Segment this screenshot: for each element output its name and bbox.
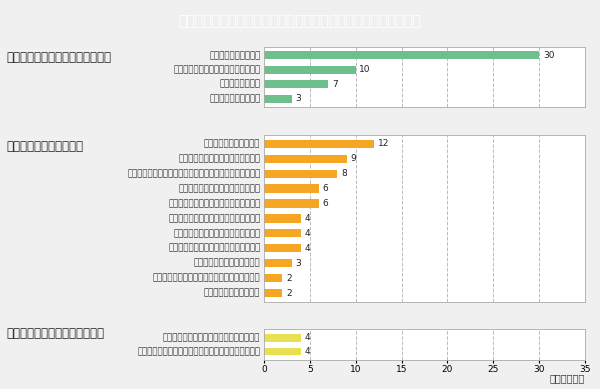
Bar bbox=[264, 348, 301, 355]
Bar bbox=[264, 229, 301, 238]
Text: 4: 4 bbox=[304, 333, 310, 342]
Bar bbox=[264, 81, 328, 88]
Bar bbox=[264, 259, 292, 267]
Bar bbox=[264, 155, 347, 163]
Text: 優先させるべき防災対応についての助言: 優先させるべき防災対応についての助言 bbox=[168, 214, 260, 223]
Text: 防災訓練実施への支援: 防災訓練実施への支援 bbox=[209, 94, 260, 103]
Text: 警戒区域の設定等の規制についての助言: 警戒区域の設定等の規制についての助言 bbox=[168, 244, 260, 253]
Text: 物資の調達及び管理・分配方法についての助言: 物資の調達及び管理・分配方法についての助言 bbox=[153, 274, 260, 283]
Text: 地域住民への啓発: 地域住民への啓発 bbox=[220, 80, 260, 89]
Text: 4: 4 bbox=[304, 214, 310, 223]
Text: 地域防災計画等の作成・修正時の助言: 地域防災計画等の作成・修正時の助言 bbox=[173, 65, 260, 74]
Text: 7: 7 bbox=[332, 80, 338, 89]
Text: 登山者・入山者対策についての助言: 登山者・入山者対策についての助言 bbox=[178, 184, 260, 193]
Text: 6: 6 bbox=[323, 184, 328, 193]
Bar bbox=[264, 66, 356, 74]
Text: 平常時からの対策に関係する支援: 平常時からの対策に関係する支援 bbox=[6, 51, 111, 64]
Bar bbox=[264, 274, 283, 282]
Bar bbox=[264, 334, 301, 342]
Text: 4: 4 bbox=[304, 244, 310, 253]
Text: 応急対策に関係する支援: 応急対策に関係する支援 bbox=[6, 140, 83, 153]
Bar bbox=[264, 170, 337, 178]
Text: 3: 3 bbox=[295, 94, 301, 103]
Bar bbox=[264, 140, 374, 148]
Bar bbox=[264, 95, 292, 103]
Text: 避難方法についての助言: 避難方法についての助言 bbox=[204, 139, 260, 148]
Bar bbox=[264, 184, 319, 193]
Text: 避難勧告・避難指示発令についての助言: 避難勧告・避難指示発令についての助言 bbox=[168, 199, 260, 208]
Text: 火山防災エキスパートに対する地方公共団体の要望調査（結果）: 火山防災エキスパートに対する地方公共団体の要望調査（結果） bbox=[179, 14, 421, 28]
Text: 4: 4 bbox=[304, 347, 310, 356]
Text: 4: 4 bbox=[304, 229, 310, 238]
Text: 12: 12 bbox=[378, 139, 389, 148]
Text: 噴火の状況に応じて臨機応変に防災対応を行うための助言: 噴火の状況に応じて臨機応変に防災対応を行うための助言 bbox=[127, 169, 260, 178]
Text: 30: 30 bbox=[543, 51, 554, 60]
Bar bbox=[264, 289, 283, 297]
Bar bbox=[264, 244, 301, 252]
Text: 8: 8 bbox=[341, 169, 347, 178]
Text: 災害時要援護者対策への助言: 災害時要援護者対策への助言 bbox=[194, 259, 260, 268]
Text: （市町村数）: （市町村数） bbox=[550, 373, 585, 383]
Text: 避難所の開設・運営についての助言: 避難所の開設・運営についての助言 bbox=[178, 154, 260, 163]
Text: 3: 3 bbox=[295, 259, 301, 268]
Text: 観光業対策や風評被害対策についての助言: 観光業対策や風評被害対策についての助言 bbox=[163, 333, 260, 342]
Text: 防災担当職員への講習: 防災担当職員への講習 bbox=[209, 51, 260, 60]
Bar bbox=[264, 200, 319, 208]
Text: 報道対応についての助言: 報道対応についての助言 bbox=[204, 289, 260, 298]
Text: 6: 6 bbox=[323, 199, 328, 208]
Bar bbox=[264, 214, 301, 223]
Text: 2: 2 bbox=[286, 289, 292, 298]
Text: 9: 9 bbox=[350, 154, 356, 163]
Text: 2: 2 bbox=[286, 274, 292, 283]
Bar bbox=[264, 51, 539, 60]
Text: 10: 10 bbox=[359, 65, 371, 74]
Text: 復旧・復興対策に関係する支援: 復旧・復興対策に関係する支援 bbox=[6, 328, 104, 340]
Text: 噴火災害が長期化した場合の住民ケアについての助言: 噴火災害が長期化した場合の住民ケアについての助言 bbox=[137, 347, 260, 356]
Text: 効率的な情報伝達手段についての助言: 効率的な情報伝達手段についての助言 bbox=[173, 229, 260, 238]
